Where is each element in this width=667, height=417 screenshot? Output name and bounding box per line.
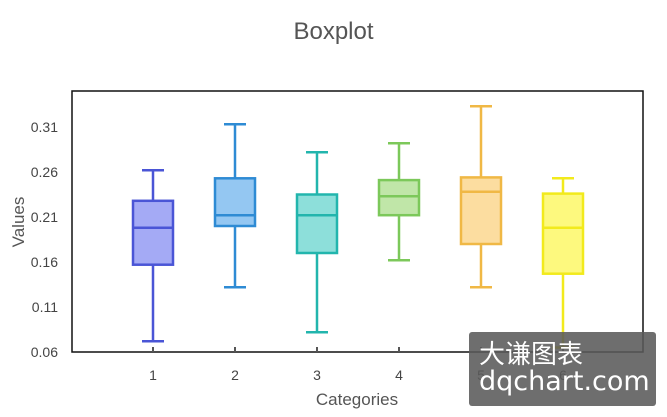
plot-area-frame <box>71 90 644 353</box>
box-5 <box>459 105 503 289</box>
box-3 <box>295 150 339 334</box>
y-tick-label: 0.31 <box>31 119 58 135</box>
y-tick-label: 0.21 <box>31 209 58 225</box>
iqr-box <box>459 176 503 246</box>
chart-title: Boxplot <box>293 18 374 45</box>
iqr-box <box>213 177 257 228</box>
x-axis-label: Categories <box>316 390 398 409</box>
x-tick-label: 4 <box>395 367 403 383</box>
x-tick-label: 2 <box>231 367 239 383</box>
box-1 <box>131 168 175 343</box>
y-tick-label: 0.26 <box>31 164 58 180</box>
iqr-box <box>541 192 585 275</box>
x-tick-label: 3 <box>313 367 321 383</box>
y-axis-label: Values <box>9 197 28 248</box>
watermark-line1: 大谦图表 <box>479 340 584 370</box>
iqr-box <box>131 199 175 266</box>
box-4 <box>377 141 421 262</box>
box-2 <box>213 123 257 289</box>
y-tick-label: 0.11 <box>32 299 58 315</box>
y-tick-label: 0.06 <box>31 344 58 360</box>
watermark: 大谦图表 dqchart.com <box>469 332 656 406</box>
iqr-box <box>377 178 421 217</box>
watermark-line2: dqchart.com <box>479 366 650 397</box>
x-tick-label: 1 <box>149 367 157 383</box>
iqr-box <box>295 193 339 255</box>
y-tick-label: 0.16 <box>31 254 58 270</box>
box-6 <box>541 177 585 349</box>
